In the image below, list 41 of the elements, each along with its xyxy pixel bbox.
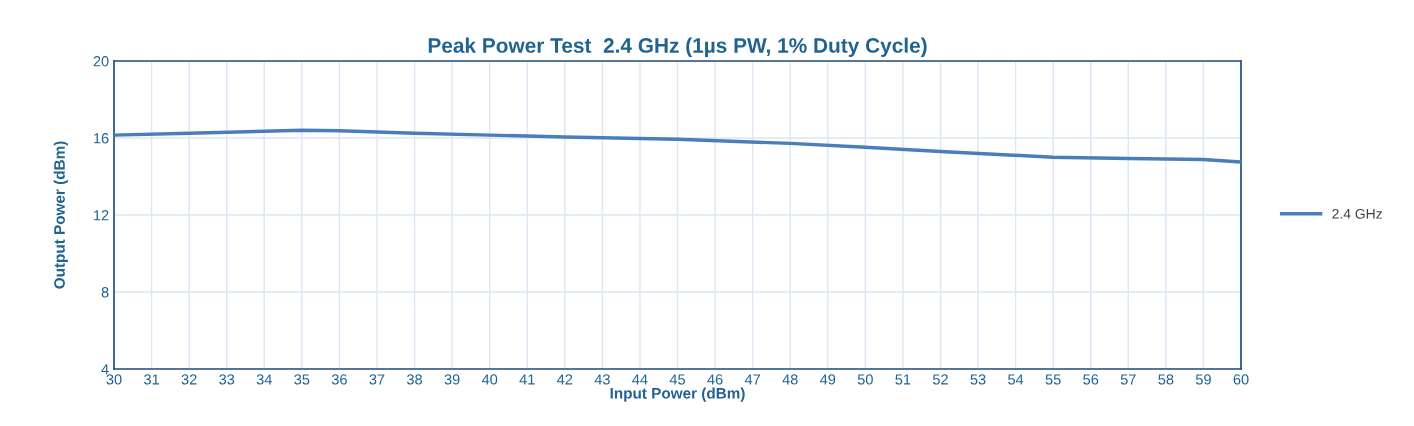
x-tick-label: 51 [895,374,911,385]
line-series [114,128,1241,164]
x-tick-label: 35 [294,374,310,385]
x-tick-label: 59 [1195,374,1211,385]
x-tick-label: 43 [594,374,610,385]
x-tick-label: 41 [519,374,535,385]
x-tick-label: 45 [669,374,685,385]
x-tick-label: 56 [1083,374,1099,385]
y-tick-label: 12 [94,210,109,221]
legend-label: 2.4 GHz [1332,208,1382,219]
x-tick-label: 50 [857,374,873,385]
x-tick-label: 31 [144,374,159,385]
x-tick-label: 60 [1233,374,1249,385]
x-tick-label: 42 [557,374,573,385]
x-tick-label: 49 [819,374,836,385]
x-tick-label: 53 [970,374,986,385]
x-tick-label: 40 [481,374,498,385]
x-tick-label: 58 [1158,374,1174,385]
y-axis-title: Output Power (dBm) [53,141,68,289]
x-tick-label: 54 [1008,374,1024,385]
x-tick-label: 55 [1045,374,1061,385]
x-tick-label: 57 [1120,374,1136,385]
y-tick-label: 8 [101,287,109,298]
y-tick-label: 16 [94,133,109,144]
x-tick-label: 32 [181,374,197,385]
x-tick-label: 52 [932,374,948,385]
x-axis-title: Input Power (dBm) [610,387,745,402]
x-tick-label: 33 [219,374,235,385]
x-tick-label: 39 [444,374,460,385]
x-tick-label: 36 [331,374,347,385]
x-tick-label: 44 [632,374,648,385]
x-tick-label: 37 [369,374,385,385]
x-tick-label: 38 [406,374,423,385]
x-tick-label: 47 [744,374,761,385]
chart-title: Peak Power Test 2.4 GHz (1µs PW, 1% Duty Cycle) [428,37,927,57]
y-tick-label: 20 [93,56,109,67]
x-tick-label: 34 [256,374,272,385]
x-tick-label: 30 [106,374,122,385]
y-tick-label: 4 [101,364,109,375]
x-tick-label: 46 [707,374,723,385]
x-tick-label: 48 [782,374,798,385]
